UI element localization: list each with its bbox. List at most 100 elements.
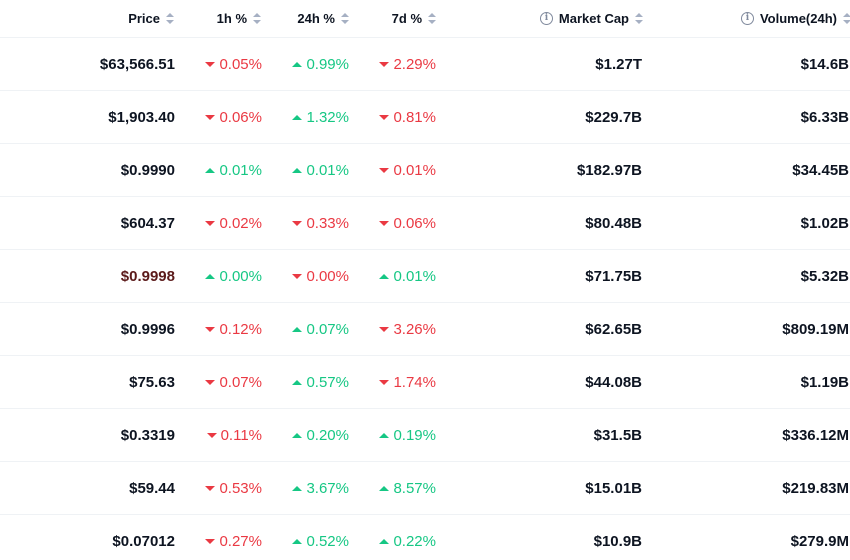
- column-header-label: Price: [128, 11, 160, 26]
- change-7d-cell: 8.57%: [352, 462, 436, 514]
- market-cap-cell: $44.08B: [585, 373, 642, 391]
- caret-up-icon: [292, 485, 303, 491]
- column-header-label: 7d %: [391, 11, 422, 26]
- caret-up-icon: [379, 273, 390, 279]
- sort-icon[interactable]: [253, 12, 261, 25]
- change-24h-cell: 0.00%: [265, 250, 349, 302]
- table-row[interactable]: $0.9990 0.01% 0.01% 0.01% $182.97B $34.45B: [0, 144, 850, 197]
- table-row[interactable]: $1,903.40 0.06% 1.32% 0.81% $229.7B $6.33B: [0, 91, 850, 144]
- sort-icon[interactable]: [341, 12, 349, 25]
- change-24h-cell: 0.01%: [265, 144, 349, 196]
- change-value: 0.81%: [393, 108, 436, 126]
- table-row[interactable]: $0.3319 0.11% 0.20% 0.19% $31.5B $336.12M: [0, 409, 850, 462]
- caret-up-icon: [205, 273, 216, 279]
- change-value: 0.05%: [219, 55, 262, 73]
- volume-cell[interactable]: $14.6B: [800, 55, 849, 73]
- change-7d-cell: 0.06%: [352, 197, 436, 249]
- table-row[interactable]: $59.44 0.53% 3.67% 8.57% $15.01B $219.83M: [0, 462, 850, 515]
- change-value: 0.22%: [393, 532, 436, 550]
- column-header-volume[interactable]: i Volume(24h): [660, 0, 850, 37]
- change-7d-cell: 3.26%: [352, 303, 436, 355]
- change-value: 0.07%: [219, 373, 262, 391]
- change-7d-cell: 1.74%: [352, 356, 436, 408]
- change-value: 0.01%: [219, 161, 262, 179]
- info-icon[interactable]: i: [539, 12, 553, 25]
- change-value: 0.19%: [393, 426, 436, 444]
- sort-icon[interactable]: [843, 12, 850, 25]
- volume-cell[interactable]: $336.12M: [782, 426, 849, 444]
- caret-up-icon: [292, 432, 303, 438]
- sort-icon[interactable]: [635, 12, 643, 25]
- table-row[interactable]: $75.63 0.07% 0.57% 1.74% $44.08B $1.19B: [0, 356, 850, 409]
- change-value: 0.01%: [306, 161, 349, 179]
- column-header-1h[interactable]: 1h %: [180, 0, 261, 37]
- info-icon[interactable]: i: [740, 12, 754, 25]
- column-header-label: Volume(24h): [759, 11, 837, 26]
- change-1h-cell: 0.12%: [180, 303, 262, 355]
- change-1h-cell: 0.27%: [180, 515, 262, 560]
- caret-down-icon: [205, 485, 216, 491]
- market-cap-cell: $229.7B: [585, 108, 642, 126]
- change-value: 8.57%: [393, 479, 436, 497]
- change-24h-cell: 3.67%: [265, 462, 349, 514]
- change-value: 0.12%: [219, 320, 262, 338]
- volume-cell[interactable]: $809.19M: [782, 320, 849, 338]
- caret-up-icon: [292, 538, 303, 544]
- table-row[interactable]: $0.9996 0.12% 0.07% 3.26% $62.65B $809.19M: [0, 303, 850, 356]
- volume-cell[interactable]: $279.9M: [790, 532, 849, 550]
- change-value: 0.20%: [306, 426, 349, 444]
- price-cell: $0.9996: [120, 320, 175, 338]
- change-value: 0.01%: [393, 267, 436, 285]
- price-cell: $1,903.40: [108, 108, 175, 126]
- caret-down-icon: [379, 114, 390, 120]
- column-header-price[interactable]: Price: [0, 0, 174, 37]
- sort-icon[interactable]: [166, 12, 174, 25]
- volume-cell[interactable]: $34.45B: [792, 161, 849, 179]
- change-7d-cell: 0.01%: [352, 144, 436, 196]
- change-1h-cell: 0.02%: [180, 197, 262, 249]
- sort-icon[interactable]: [428, 12, 436, 25]
- change-value: 0.06%: [393, 214, 436, 232]
- volume-cell[interactable]: $219.83M: [782, 479, 849, 497]
- change-value: 1.74%: [393, 373, 436, 391]
- caret-down-icon: [379, 61, 390, 67]
- change-value: 1.32%: [306, 108, 349, 126]
- price-cell: $604.37: [120, 214, 175, 232]
- caret-down-icon: [205, 538, 216, 544]
- volume-cell[interactable]: $6.33B: [800, 108, 849, 126]
- change-24h-cell: 0.33%: [265, 197, 349, 249]
- change-24h-cell: 0.52%: [265, 515, 349, 560]
- volume-cell[interactable]: $5.32B: [800, 267, 849, 285]
- table-header: Price 1h % 24h % 7d % i Market Cap i Vol…: [0, 0, 850, 38]
- caret-down-icon: [379, 167, 390, 173]
- change-value: 0.99%: [306, 55, 349, 73]
- change-1h-cell: 0.06%: [180, 91, 262, 143]
- column-header-label: Market Cap: [558, 11, 629, 26]
- change-value: 3.26%: [393, 320, 436, 338]
- change-7d-cell: 0.81%: [352, 91, 436, 143]
- caret-down-icon: [205, 114, 216, 120]
- change-1h-cell: 0.01%: [180, 144, 262, 196]
- caret-down-icon: [292, 273, 303, 279]
- caret-up-icon: [379, 432, 390, 438]
- volume-cell[interactable]: $1.19B: [800, 373, 849, 391]
- caret-up-icon: [292, 326, 303, 332]
- table-row[interactable]: $0.07012 0.27% 0.52% 0.22% $10.9B $279.9M: [0, 515, 850, 560]
- change-value: 0.11%: [220, 426, 262, 444]
- caret-down-icon: [379, 379, 390, 385]
- change-7d-cell: 0.01%: [352, 250, 436, 302]
- market-cap-cell: $31.5B: [593, 426, 642, 444]
- price-cell: $0.07012: [112, 532, 175, 550]
- column-header-24h[interactable]: 24h %: [265, 0, 349, 37]
- table-row[interactable]: $0.9998 0.00% 0.00% 0.01% $71.75B $5.32B: [0, 250, 850, 303]
- column-header-label: 1h %: [216, 11, 247, 26]
- column-header-market-cap[interactable]: i Market Cap: [480, 0, 643, 37]
- change-value: 0.52%: [306, 532, 349, 550]
- column-header-7d[interactable]: 7d %: [352, 0, 436, 37]
- table-row[interactable]: $604.37 0.02% 0.33% 0.06% $80.48B $1.02B: [0, 197, 850, 250]
- change-value: 0.00%: [219, 267, 262, 285]
- table-row[interactable]: $63,566.51 0.05% 0.99% 2.29% $1.27T $14.6B: [0, 38, 850, 91]
- volume-cell[interactable]: $1.02B: [800, 214, 849, 232]
- change-1h-cell: 0.05%: [180, 38, 262, 90]
